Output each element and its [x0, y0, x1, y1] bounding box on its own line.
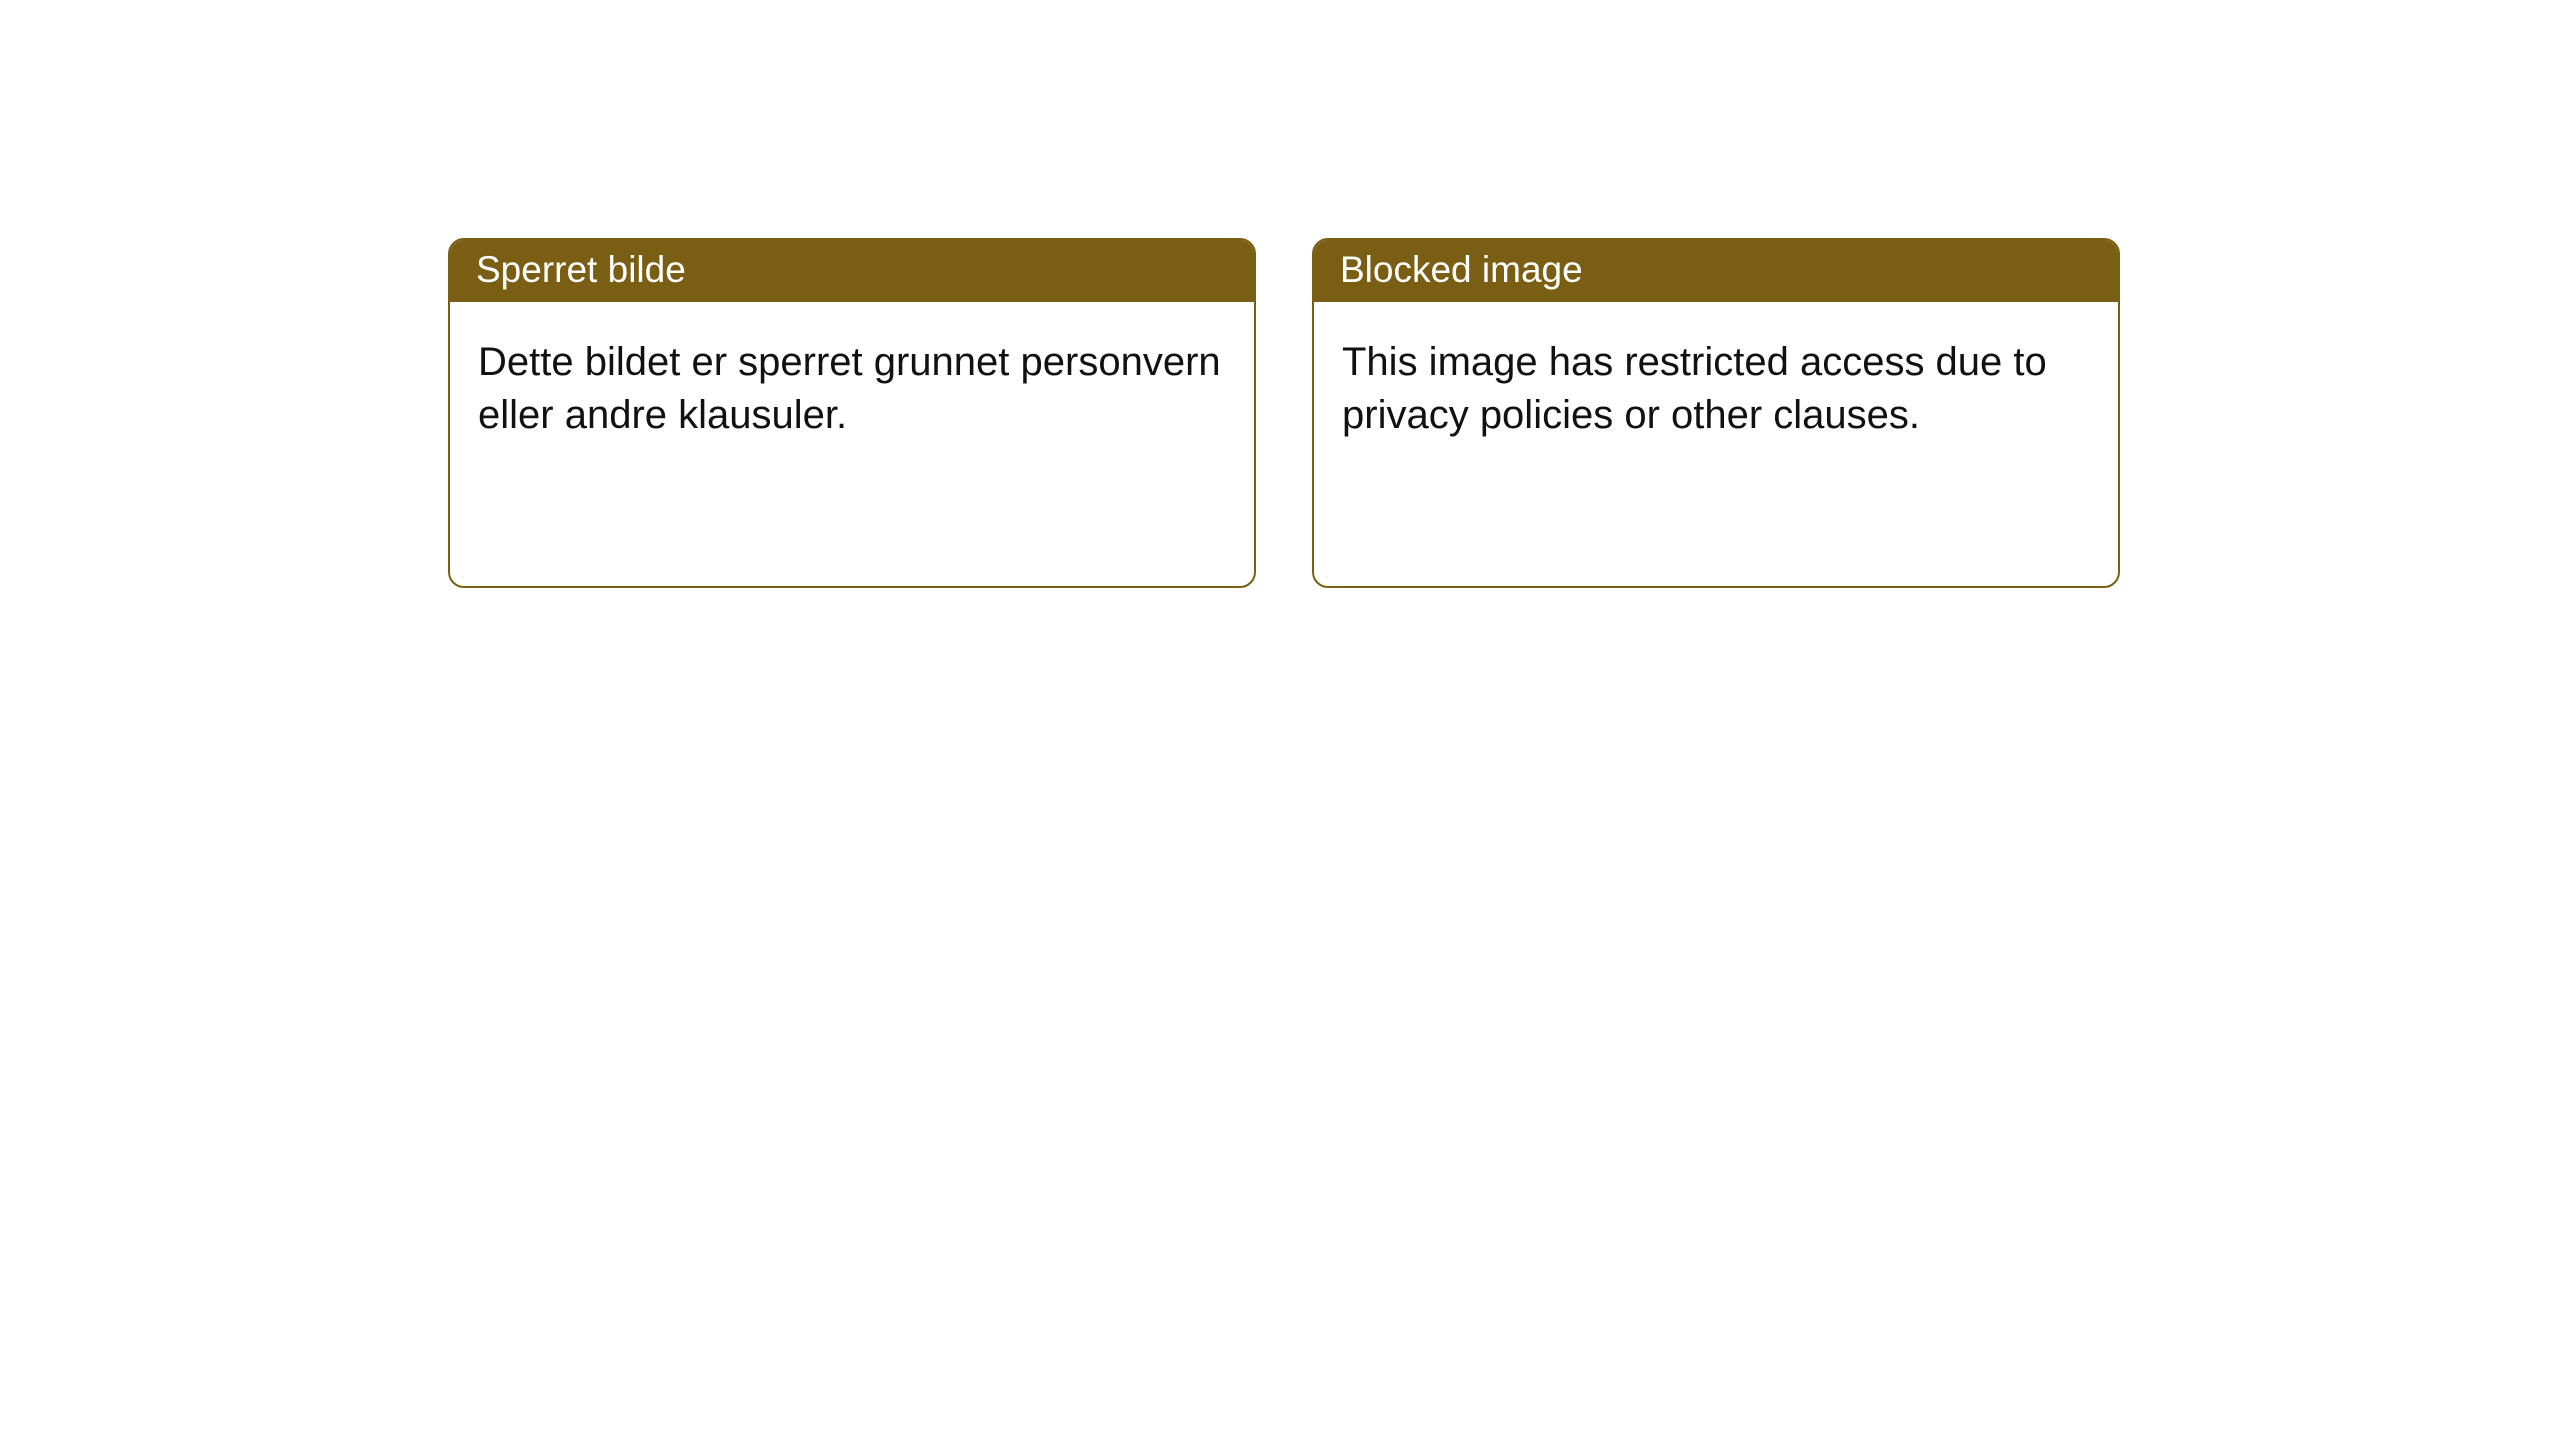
- notice-body-norwegian: Dette bildet er sperret grunnet personve…: [450, 302, 1254, 586]
- notice-body-english: This image has restricted access due to …: [1314, 302, 2118, 586]
- notice-card-norwegian: Sperret bilde Dette bildet er sperret gr…: [448, 238, 1256, 588]
- notice-card-english: Blocked image This image has restricted …: [1312, 238, 2120, 588]
- notice-title-english: Blocked image: [1314, 240, 2118, 302]
- notice-title-norwegian: Sperret bilde: [450, 240, 1254, 302]
- notice-cards-container: Sperret bilde Dette bildet er sperret gr…: [0, 0, 2560, 588]
